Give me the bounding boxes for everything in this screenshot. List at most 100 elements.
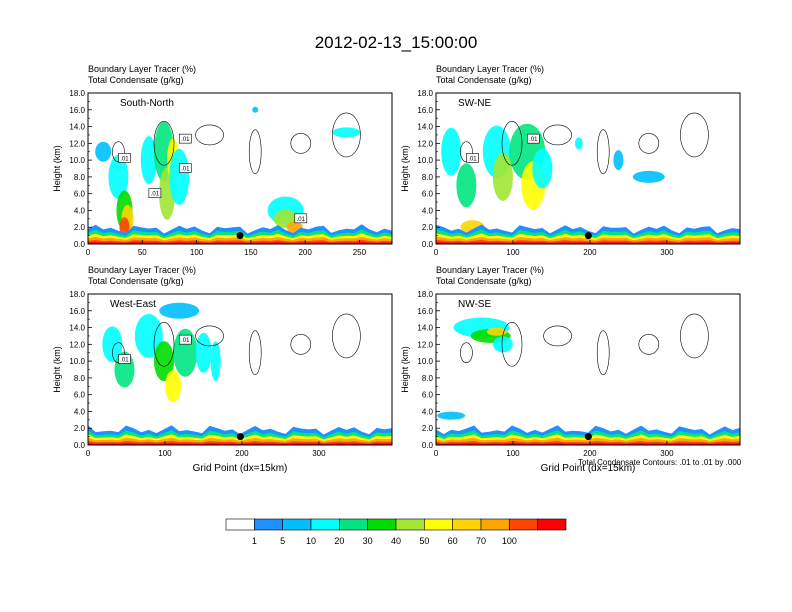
y-tick-label: 2.0 xyxy=(422,424,434,433)
panel-title-line-1: Boundary Layer Tracer (%) xyxy=(436,64,545,74)
y-tick-label: 16.0 xyxy=(69,106,85,115)
colorbar-swatch xyxy=(254,518,283,531)
colorbar-label: 30 xyxy=(363,536,373,546)
y-axis-label: Height (km) xyxy=(400,145,410,192)
y-tick-label: 8.0 xyxy=(74,173,86,182)
y-axis-label: Height (km) xyxy=(52,145,62,192)
tracer-field xyxy=(88,106,392,244)
y-tick-label: 16.0 xyxy=(69,307,85,316)
tracer-blob xyxy=(613,150,624,171)
location-marker xyxy=(584,232,592,240)
panel-west-east: 0.0 2.0 4.0 6.0 8.0 10.0 12.0 14.0 16.0 18.0 0 100 2… xyxy=(52,290,393,474)
colorbar-swatch xyxy=(537,518,567,531)
y-tick-label: 8.0 xyxy=(422,374,434,383)
condensate-contour xyxy=(153,322,175,367)
tracer-blob xyxy=(210,341,221,382)
tracer-blob xyxy=(492,152,513,201)
y-tick-label: 2.0 xyxy=(74,424,86,433)
x-axis-label: Grid Point (dx=15km) xyxy=(541,463,636,474)
contour-label-box xyxy=(178,163,192,173)
boundary-layer-band xyxy=(88,241,392,244)
colorbar-label: 20 xyxy=(334,536,344,546)
x-tick-label: 100 xyxy=(506,449,520,458)
contour-label-box xyxy=(294,213,308,224)
y-tick-label: 4.0 xyxy=(74,206,86,215)
plot-frame xyxy=(87,92,393,245)
x-tick-label: 300 xyxy=(660,449,674,458)
tracer-blob xyxy=(140,136,157,185)
y-axis-label: Height (km) xyxy=(400,346,410,393)
panel-title-line-2: Total Condensate (g/kg) xyxy=(436,276,532,286)
condensate-contour xyxy=(596,330,610,376)
tracer-blob xyxy=(441,127,462,176)
condensate-contour xyxy=(638,133,660,154)
condensate-contour xyxy=(680,112,709,158)
condensate-contour xyxy=(332,112,361,158)
colorbar-swatch xyxy=(225,518,255,531)
tracer-blob xyxy=(169,148,190,205)
condensate-contour xyxy=(680,313,709,359)
plot-frame xyxy=(435,293,741,446)
condensate-contour xyxy=(543,325,572,347)
condensate-contour xyxy=(248,129,262,175)
colorbar-label: 50 xyxy=(419,536,429,546)
cross-section-label: West-East xyxy=(110,299,156,310)
tracer-field xyxy=(436,112,740,244)
condensate-contour xyxy=(543,124,572,146)
panel-south-north: 0.0 2.0 4.0 6.0 8.0 10.0 12.0 14.0 16.0 18.0 0 50 10… xyxy=(52,89,393,257)
tracer-field xyxy=(436,313,740,445)
contour-label: .01 xyxy=(529,137,538,143)
x-tick-label: 100 xyxy=(190,248,204,257)
condensate-contour xyxy=(501,121,523,166)
contour-label: .01 xyxy=(181,338,190,344)
y-tick-label: 16.0 xyxy=(417,106,433,115)
contour-footnote: Total Condensate Contours: .01 to .01 by… xyxy=(578,458,742,467)
x-tick-label: 100 xyxy=(158,449,172,458)
tracer-blob xyxy=(159,302,200,319)
tracer-blob xyxy=(532,148,553,189)
contour-label: .01 xyxy=(181,167,190,173)
contour-label: .01 xyxy=(120,357,129,363)
tracer-blob xyxy=(252,106,259,113)
colorbar-label: 60 xyxy=(448,536,458,546)
panel-sw-ne: 0.0 2.0 4.0 6.0 8.0 10.0 12.0 14.0 16.0 18.0 0 100 2… xyxy=(400,89,741,257)
x-tick-label: 200 xyxy=(298,248,312,257)
condensate-contour xyxy=(248,330,262,376)
x-tick-label: 0 xyxy=(434,449,439,458)
y-tick-label: 18.0 xyxy=(69,290,85,299)
y-tick-label: 4.0 xyxy=(74,407,86,416)
colorbar-swatch xyxy=(339,518,368,531)
condensate-contour xyxy=(153,121,175,166)
boundary-layer-band xyxy=(436,442,740,445)
y-tick-label: 8.0 xyxy=(74,374,86,383)
panel-title-line-1: Boundary Layer Tracer (%) xyxy=(436,265,545,275)
tracer-blob xyxy=(195,332,212,373)
y-tick-label: 6.0 xyxy=(74,391,86,400)
condensate-contour xyxy=(195,124,224,146)
y-tick-label: 14.0 xyxy=(417,324,433,333)
tracer-blob xyxy=(574,137,583,150)
condensate-contour xyxy=(290,133,312,154)
y-tick-label: 10.0 xyxy=(417,156,433,165)
y-tick-label: 18.0 xyxy=(417,89,433,98)
condensate-contour xyxy=(290,334,312,355)
y-tick-label: 6.0 xyxy=(422,391,434,400)
x-axis-label: Grid Point (dx=15km) xyxy=(193,463,288,474)
boundary-layer-band xyxy=(88,442,392,445)
colorbar-swatch xyxy=(509,518,538,531)
panel-title-line-1: Boundary Layer Tracer (%) xyxy=(88,265,197,275)
y-tick-label: 10.0 xyxy=(69,156,85,165)
tracer-blob xyxy=(437,411,466,420)
condensate-contour xyxy=(638,334,660,355)
x-tick-label: 150 xyxy=(244,248,258,257)
colorbar-label: 70 xyxy=(476,536,486,546)
contour-label-box xyxy=(178,133,192,144)
y-tick-label: 12.0 xyxy=(69,139,85,148)
panel-title-line-2: Total Condensate (g/kg) xyxy=(436,75,532,85)
tracer-blob xyxy=(108,154,129,199)
condensate-contour xyxy=(195,325,224,347)
tracer-blob xyxy=(154,341,174,382)
y-tick-label: 4.0 xyxy=(422,206,434,215)
colorbar-swatch xyxy=(367,518,397,531)
